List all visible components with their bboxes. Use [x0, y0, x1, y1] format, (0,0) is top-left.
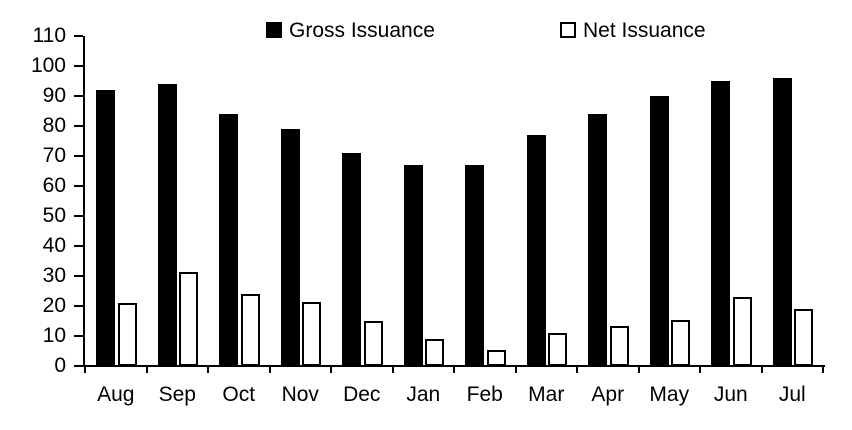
bar-net-issuance: [425, 339, 444, 366]
bar-net-issuance: [486, 349, 506, 366]
y-tick-label: 110: [32, 24, 66, 47]
x-tick: [84, 366, 86, 373]
bar-net-issuance: [179, 271, 198, 366]
bar-net-issuance: [732, 297, 752, 366]
x-tick: [330, 366, 332, 373]
x-axis-label: Oct: [222, 383, 256, 406]
bar-net-issuance: [363, 321, 383, 366]
bar-gross-issuance: [96, 90, 115, 366]
bar-net-issuance: [240, 294, 260, 366]
bar-net-issuance: [671, 319, 690, 366]
legend-label-net-issuance: Net Issuance: [583, 19, 706, 42]
bar-gross-issuance: [403, 165, 423, 366]
y-tick: [74, 245, 83, 247]
legend: Gross Issuance Net Issuance: [0, 0, 852, 50]
open-square-icon: [560, 22, 576, 38]
x-axis-label: Aug: [97, 383, 135, 406]
y-tick-label: 40: [42, 234, 66, 257]
bar-gross-issuance: [157, 84, 177, 366]
bar-gross-issuance: [588, 114, 607, 366]
x-axis-label: Sep: [158, 383, 196, 406]
x-tick: [207, 366, 209, 373]
y-tick-label: 60: [42, 174, 66, 197]
bar-gross-issuance: [649, 96, 669, 366]
x-axis-label: Nov: [281, 383, 319, 406]
y-tick-label: 20: [42, 294, 66, 317]
bar-net-issuance: [794, 309, 813, 366]
y-tick: [74, 215, 83, 217]
x-axis-label: Mar: [528, 383, 565, 406]
bar-gross-issuance: [219, 114, 238, 366]
bar-gross-issuance: [526, 135, 546, 366]
y-tick: [74, 185, 83, 187]
x-tick: [453, 366, 455, 373]
bar-gross-issuance: [465, 165, 484, 366]
x-axis-label: Dec: [343, 383, 381, 406]
y-tick: [74, 335, 83, 337]
y-tick-label: 70: [42, 144, 66, 167]
x-tick: [576, 366, 578, 373]
y-tick-label: 90: [42, 84, 66, 107]
bar-gross-issuance: [342, 153, 361, 366]
y-tick-label: 10: [42, 324, 66, 347]
bar-net-issuance: [548, 333, 567, 366]
bar-net-issuance: [117, 303, 137, 366]
y-tick: [74, 125, 83, 127]
x-axis-label: Apr: [591, 383, 625, 406]
y-tick: [74, 275, 83, 277]
x-tick: [391, 366, 394, 373]
x-tick: [145, 366, 148, 373]
y-tick-label: 100: [30, 54, 66, 77]
bar-net-issuance: [609, 325, 629, 366]
bar-gross-issuance: [772, 78, 792, 366]
bar-gross-issuance: [280, 129, 300, 366]
y-tick-label: 30: [42, 264, 66, 287]
x-axis-label: Jun: [713, 383, 748, 406]
y-tick: [74, 95, 83, 97]
y-tick: [74, 155, 83, 157]
x-axis-label: Feb: [466, 383, 503, 406]
x-axis-label: Jan: [406, 383, 441, 406]
x-tick: [699, 366, 701, 373]
bar-gross-issuance: [711, 81, 730, 366]
filled-square-icon: [266, 22, 282, 38]
x-tick: [268, 366, 271, 373]
y-tick-label: 80: [42, 114, 66, 137]
x-tick: [514, 366, 517, 373]
y-tick: [74, 35, 83, 37]
legend-label-gross-issuance: Gross Issuance: [289, 19, 435, 42]
x-tick: [822, 366, 824, 373]
y-tick-label: 0: [54, 354, 66, 377]
x-tick: [637, 366, 640, 373]
x-axis-label: May: [649, 383, 690, 406]
bar-net-issuance: [302, 301, 321, 366]
y-tick: [74, 365, 83, 367]
x-tick: [760, 366, 763, 373]
y-tick: [74, 305, 83, 307]
x-axis-label: Jul: [778, 383, 806, 406]
y-tick: [74, 65, 83, 67]
y-axis-line: [83, 36, 85, 367]
y-tick-label: 50: [42, 204, 66, 227]
